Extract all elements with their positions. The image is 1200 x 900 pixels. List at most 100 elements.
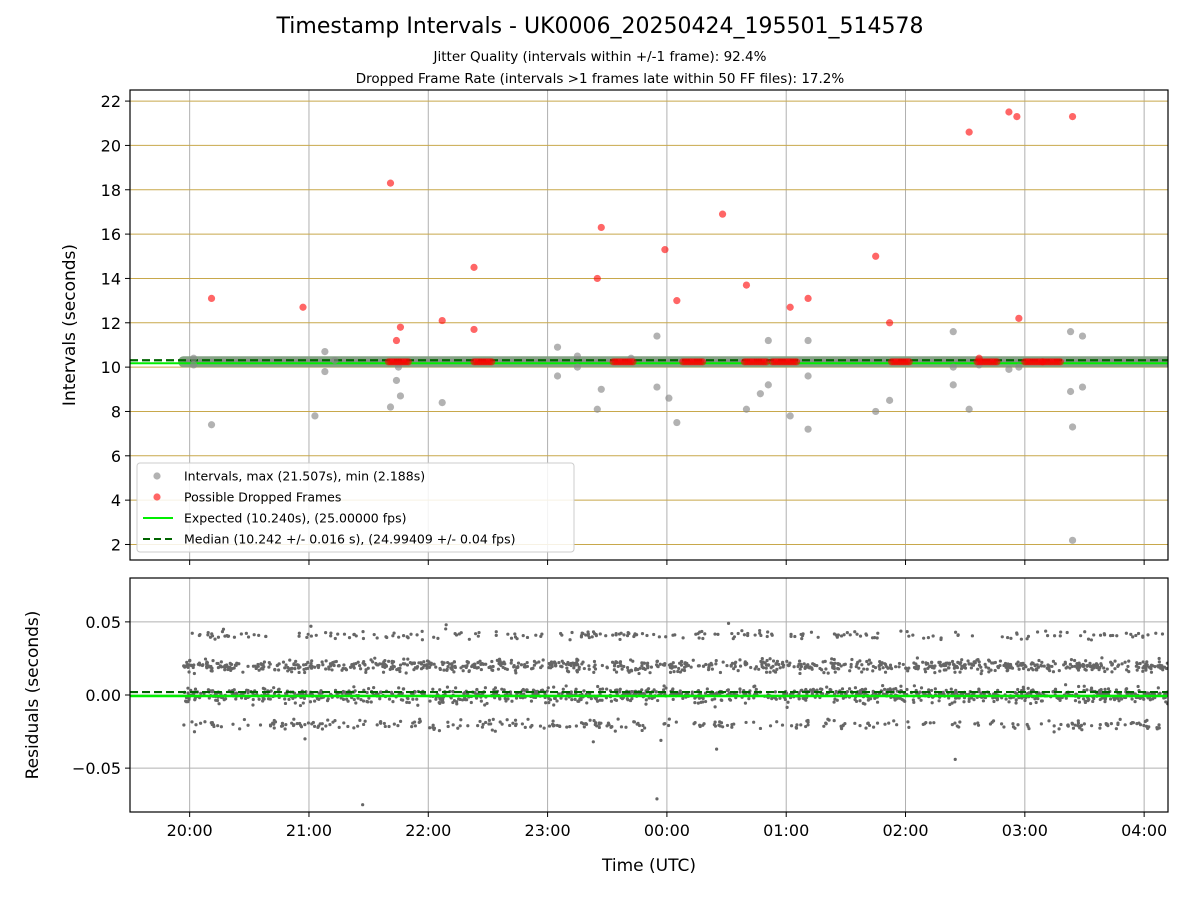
residual-point — [995, 697, 1000, 701]
residual-point — [560, 633, 564, 637]
residual-point — [799, 689, 803, 693]
residual-point — [438, 697, 442, 701]
residual-point — [595, 699, 600, 703]
residual-point — [1047, 664, 1051, 668]
residual-point — [453, 632, 457, 636]
y-tick-label: 0.05 — [85, 613, 121, 632]
y-tick-label: 16 — [101, 225, 121, 244]
residual-point — [1014, 698, 1018, 702]
residual-point — [713, 632, 717, 636]
residual-point — [640, 688, 644, 692]
residual-point — [1015, 691, 1019, 696]
residual-point — [822, 671, 826, 675]
residual-point — [1103, 700, 1107, 704]
residual-point — [391, 700, 395, 704]
residual-point — [933, 671, 937, 675]
dropped-frame-point — [396, 323, 405, 331]
residual-point — [610, 725, 614, 729]
y-tick-label: 0.00 — [85, 686, 121, 705]
dropped-frame-point — [975, 354, 983, 362]
residual-point — [768, 724, 773, 728]
residual-point — [565, 725, 569, 729]
residual-point — [280, 721, 285, 725]
y-tick-label: 4 — [111, 491, 121, 510]
residual-point — [1082, 722, 1086, 726]
residual-point — [858, 724, 862, 728]
residual-point — [469, 700, 473, 705]
residual-point — [832, 719, 836, 723]
dropped-frame-point — [1068, 113, 1077, 121]
residual-point — [478, 719, 482, 724]
residual-point — [381, 670, 386, 674]
residual-point — [738, 664, 743, 668]
residual-point — [577, 665, 581, 669]
residual-point — [670, 666, 674, 670]
residual-point — [947, 666, 951, 670]
residual-point — [998, 663, 1002, 668]
residual-point — [1050, 664, 1054, 669]
residual-point — [937, 699, 941, 703]
residual-point — [655, 659, 659, 664]
residual-point — [806, 663, 810, 667]
residual-point — [839, 664, 843, 668]
residual-point — [1089, 665, 1093, 669]
residual-point — [815, 688, 819, 692]
residual-point — [765, 658, 769, 663]
residual-point — [849, 662, 853, 667]
residual-point — [705, 687, 709, 691]
residual-point — [396, 724, 400, 728]
dropped-frame-point — [597, 223, 605, 232]
residual-point — [980, 669, 984, 673]
residual-point — [182, 723, 186, 727]
residual-point — [299, 723, 303, 727]
residual-point — [595, 724, 599, 728]
residual-point — [625, 666, 630, 670]
residual-point — [231, 722, 235, 726]
residual-point — [490, 668, 494, 672]
residual-point — [234, 697, 238, 701]
residual-point — [853, 686, 858, 690]
residual-point — [1108, 697, 1113, 701]
residual-point — [760, 665, 764, 669]
residual-point — [547, 666, 551, 670]
residual-point — [826, 671, 830, 675]
residual-point — [733, 664, 737, 669]
residual-point — [470, 664, 474, 669]
interval-point — [965, 405, 973, 413]
residual-point — [673, 633, 677, 637]
residual-point — [625, 634, 630, 638]
residual-point — [476, 724, 480, 728]
residual-point — [912, 665, 917, 670]
residual-point — [525, 688, 529, 692]
residual-point — [347, 635, 352, 640]
residual-point — [422, 663, 426, 668]
residual-point — [871, 725, 876, 729]
residual-point — [530, 723, 534, 728]
residual-point — [826, 717, 830, 721]
residual-point — [670, 688, 675, 692]
residual-point — [366, 700, 370, 704]
legend-dropped-marker — [153, 493, 161, 501]
residual-point — [521, 634, 525, 638]
residual-point — [824, 667, 828, 671]
interval-point — [764, 381, 772, 389]
residual-point — [310, 664, 314, 668]
interval-point — [949, 381, 957, 389]
residual-point — [1106, 687, 1111, 691]
residual-point — [780, 662, 785, 666]
residual-point — [445, 667, 449, 671]
residual-point — [1108, 634, 1113, 638]
residual-point — [246, 664, 250, 668]
residual-point — [525, 660, 529, 665]
residual-point — [419, 667, 424, 671]
residual-point — [958, 670, 962, 674]
interval-point — [207, 421, 216, 429]
residual-point — [1154, 631, 1158, 635]
residual-point — [643, 667, 647, 671]
residual-point — [635, 633, 639, 637]
residual-point — [551, 719, 555, 723]
residual-point — [497, 657, 502, 661]
y-tick-label: 18 — [101, 181, 121, 200]
residual-point — [452, 670, 456, 674]
residual-point — [1097, 668, 1101, 672]
